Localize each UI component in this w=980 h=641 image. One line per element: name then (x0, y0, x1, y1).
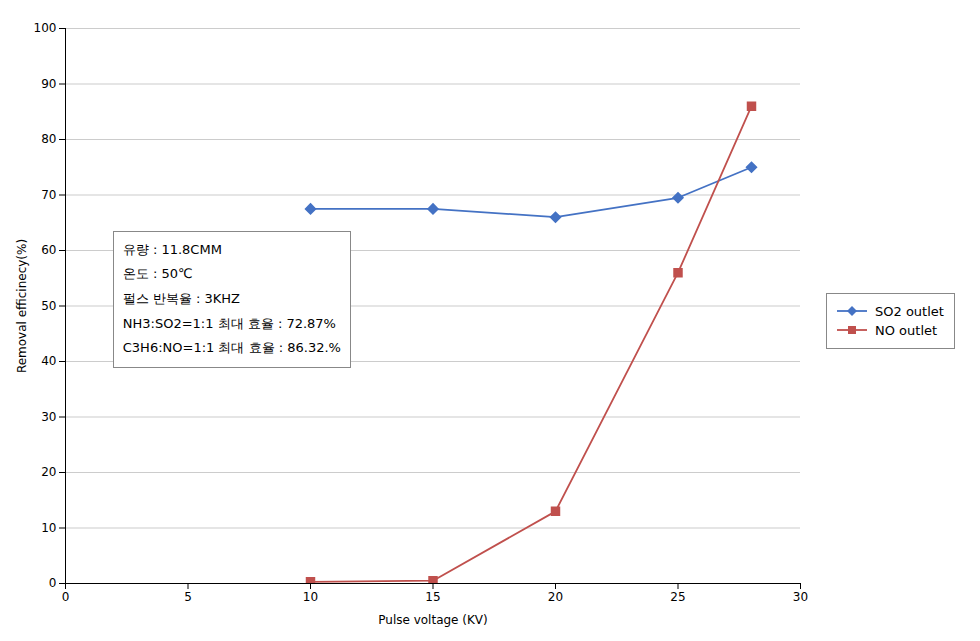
svg-text:70: 70 (41, 188, 56, 202)
svg-text:10: 10 (41, 521, 56, 535)
svg-text:Removal efficinecy(%): Removal efficinecy(%) (15, 239, 29, 373)
svg-text:25: 25 (670, 590, 685, 604)
svg-text:20: 20 (41, 465, 56, 479)
svg-text:15: 15 (425, 590, 440, 604)
html-text:SO2 outlet: SO2 outlet (875, 303, 944, 319)
svg-text:40: 40 (41, 354, 56, 368)
svg-text:50: 50 (41, 299, 56, 313)
svg-text:20: 20 (548, 590, 563, 604)
svg-text:10: 10 (303, 590, 318, 604)
svg-text:60: 60 (41, 243, 56, 257)
svg-text:90: 90 (41, 77, 56, 91)
svg-text:80: 80 (41, 132, 56, 146)
svg-text:Pulse voltage (KV): Pulse voltage (KV) (378, 613, 488, 627)
html-text:NO outlet: NO outlet (875, 322, 938, 338)
svg-text:0: 0 (62, 590, 70, 604)
svg-text:30: 30 (793, 590, 808, 604)
svg-text:0: 0 (49, 576, 57, 590)
html-text:유량 : 11.8CMM 온도 : 50℃ 펄스 반복율 :: 유량 : 11.8CMM 온도 : 50℃ 펄스 반복율 : 3KHZ NH3:… (122, 241, 341, 356)
svg-text:5: 5 (184, 590, 192, 604)
svg-text:30: 30 (41, 410, 56, 424)
svg-text:100: 100 (34, 21, 57, 35)
